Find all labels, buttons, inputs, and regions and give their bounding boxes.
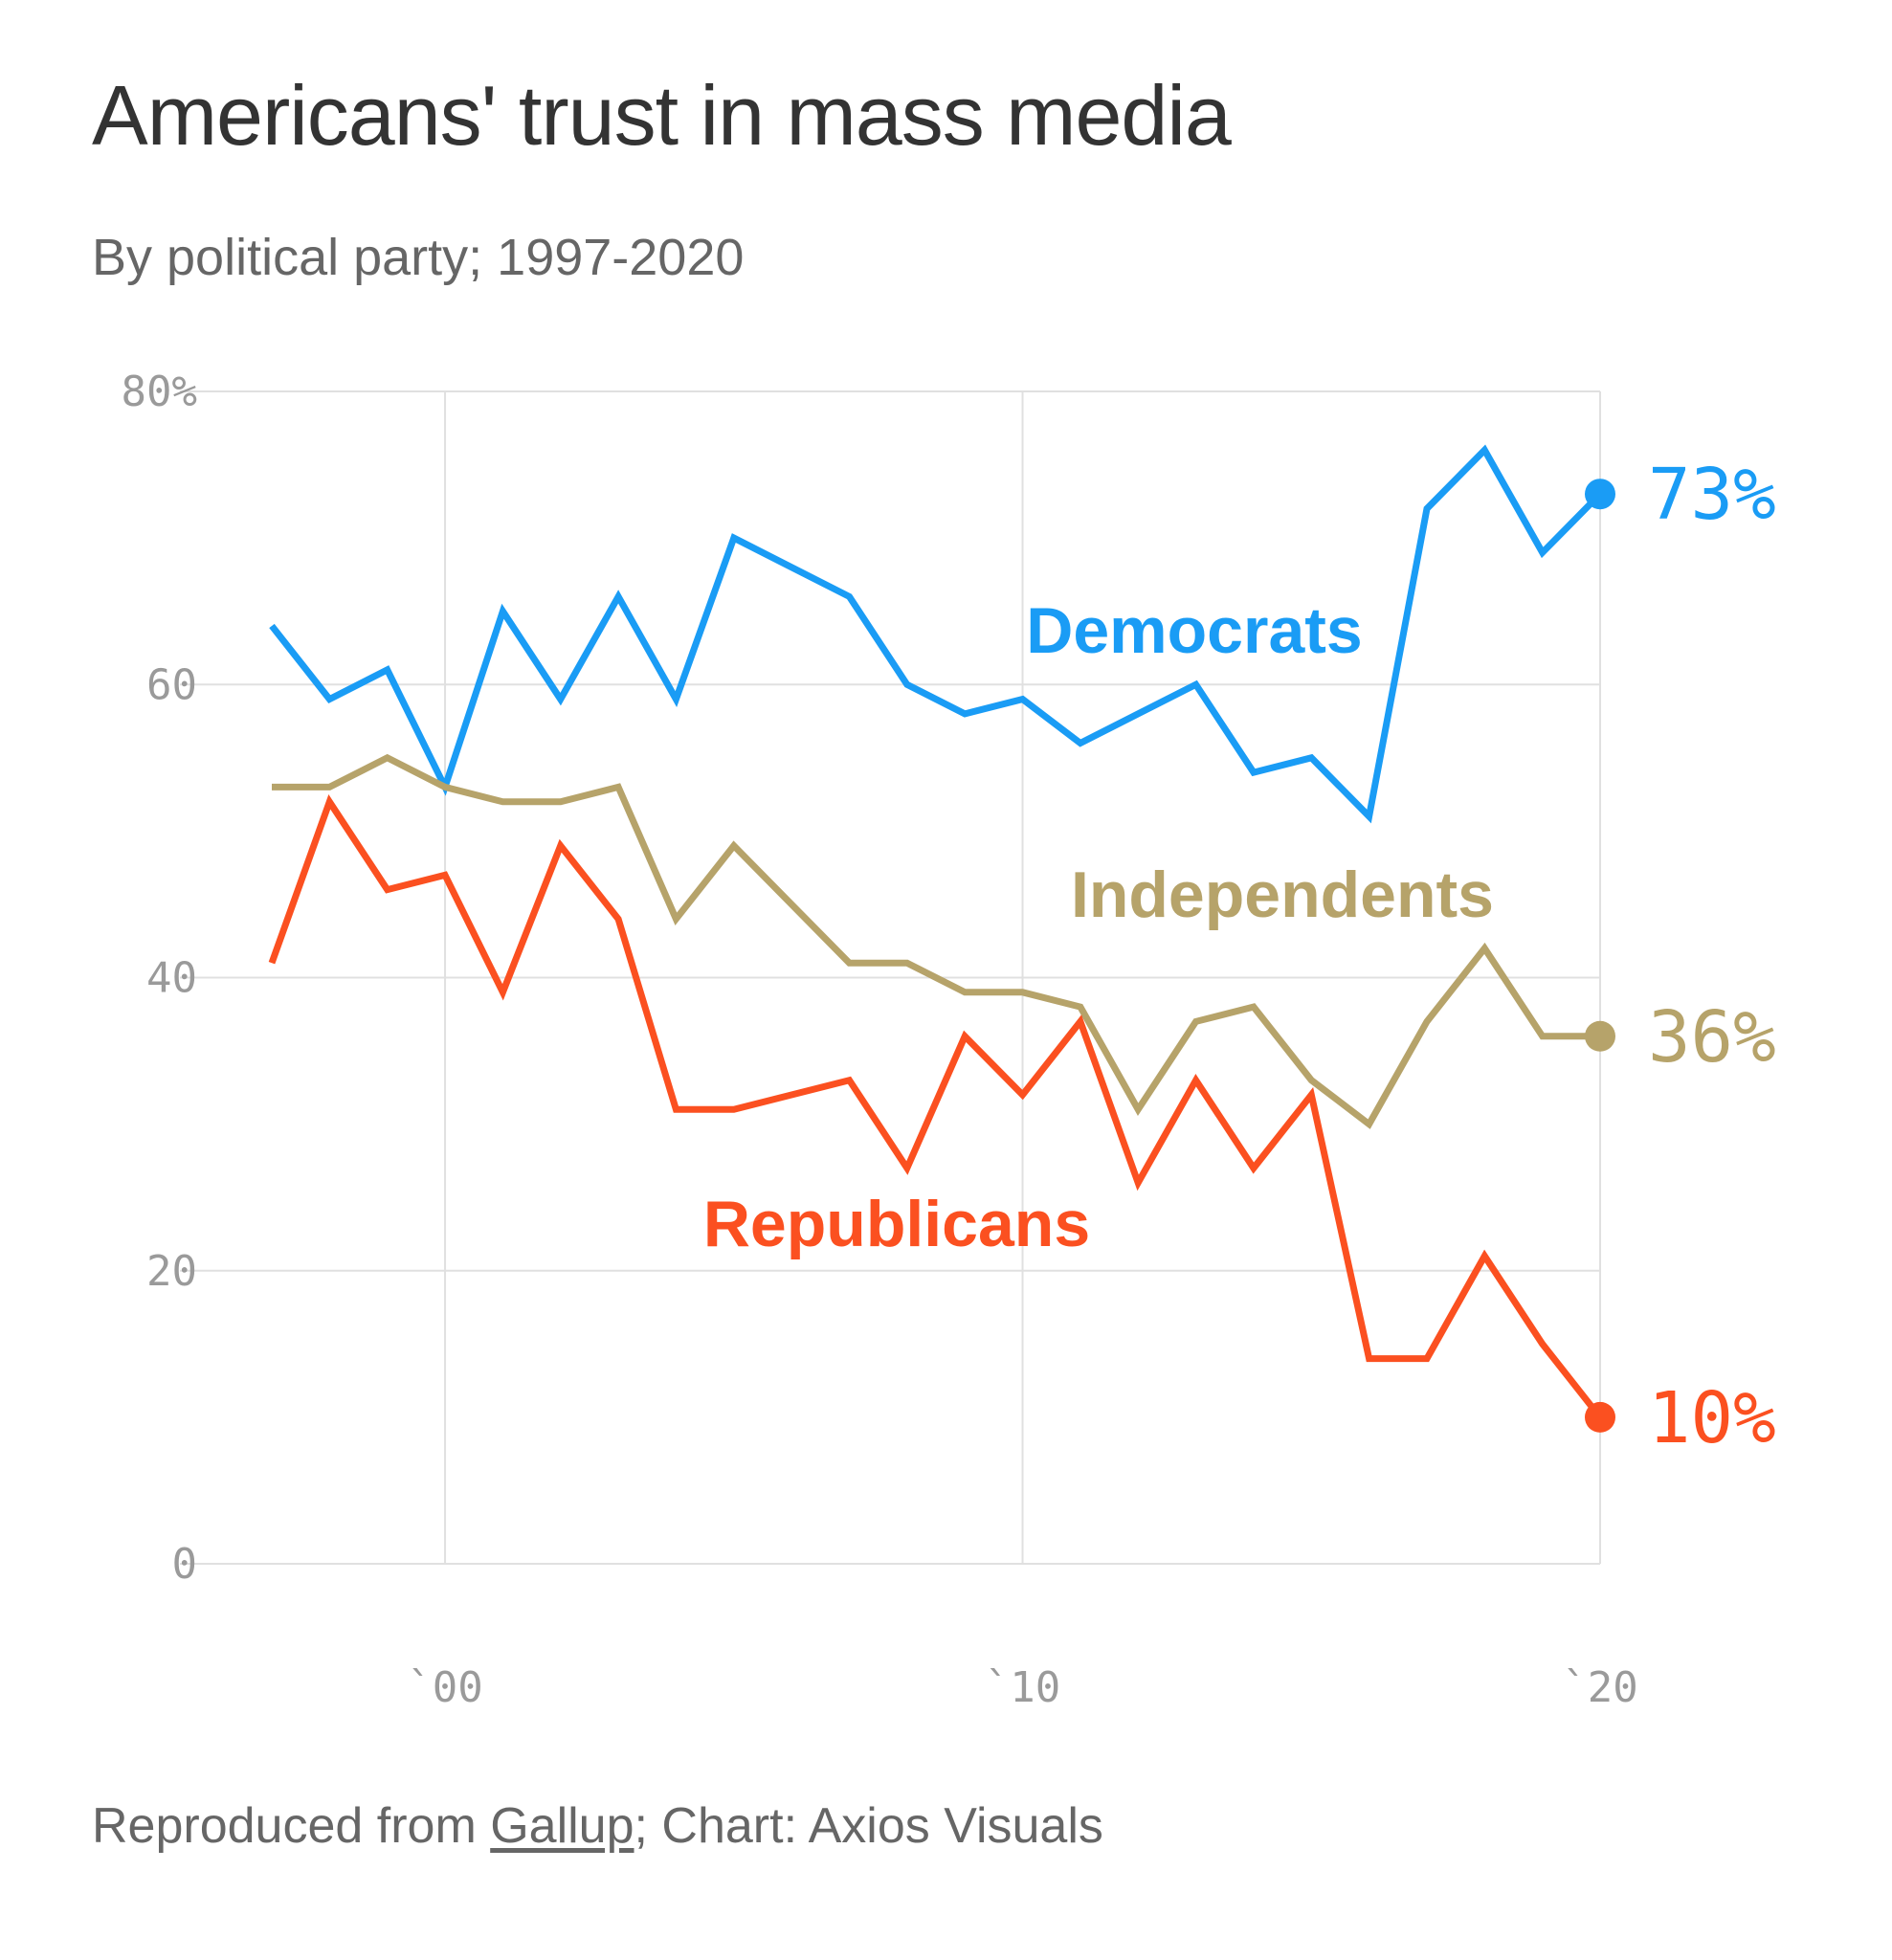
- series-line-independents: [272, 753, 1600, 1129]
- y-tick-label: 80%: [122, 368, 197, 416]
- x-tick-label: `10: [985, 1663, 1060, 1712]
- series-name-label: Independents: [1071, 858, 1494, 931]
- end-point-republicans: [1585, 1401, 1615, 1433]
- x-tick-label: `00: [407, 1663, 482, 1712]
- y-tick-label: 20: [146, 1247, 197, 1296]
- y-tick-label: 40: [146, 954, 197, 1003]
- source-note: Reproduced from Gallup; Chart: Axios Vis…: [92, 1797, 1103, 1855]
- end-value-label: 10%: [1648, 1377, 1776, 1459]
- end-value-label: 36%: [1648, 996, 1776, 1079]
- grid-lines: [180, 390, 1601, 1565]
- y-tick-label: 60: [146, 660, 197, 709]
- source-link[interactable]: Gallup: [490, 1798, 634, 1854]
- source-prefix: Reproduced from: [92, 1798, 491, 1854]
- series-name-label: Republicans: [703, 1188, 1090, 1260]
- series-lines: [268, 444, 1615, 1433]
- y-tick-label: 0: [172, 1540, 198, 1589]
- end-point-democrats: [1585, 479, 1615, 510]
- series-line-republicans: [268, 794, 1603, 1420]
- source-suffix: ; Chart: Axios Visuals: [634, 1798, 1103, 1854]
- x-tick-label: `20: [1562, 1663, 1637, 1712]
- end-point-independents: [1585, 1020, 1615, 1052]
- series-name-label: Democrats: [1026, 594, 1363, 667]
- chart-subtitle: By political party; 1997-2020: [92, 229, 745, 286]
- chart-labels: 0 20 40 60 80% `00 `10 `20 73% Democrats 36% Indepe…: [122, 368, 1776, 1712]
- series-line-democrats: [269, 444, 1603, 824]
- end-value-label: 73%: [1648, 454, 1776, 536]
- chart-title: Americans' trust in mass media: [92, 68, 1232, 163]
